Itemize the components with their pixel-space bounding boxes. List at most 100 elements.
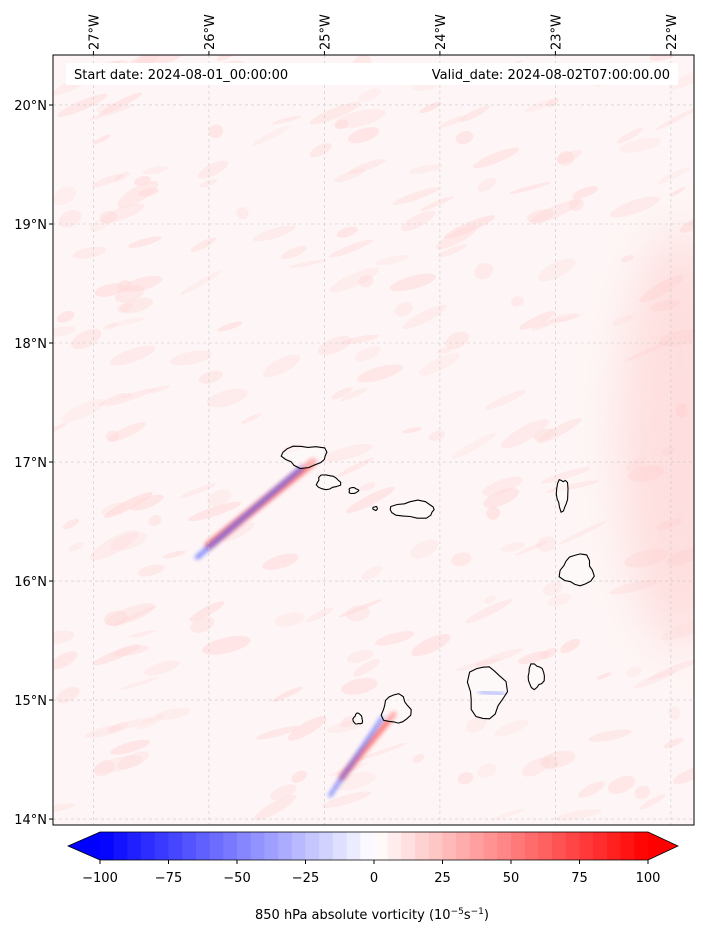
colorbar-segment [552,832,567,860]
vorticity-blotch [254,794,297,821]
colorbar-segment [524,832,539,860]
colorbar-tick-label: 75 [571,871,588,886]
vorticity-blotch [309,143,332,158]
vorticity-blotch [334,119,349,130]
colorbar-segment [332,832,348,860]
vorticity-blotch [108,422,146,442]
vorticity-blotch [540,750,576,769]
vorticity-blotch [547,593,572,607]
vorticity-blotch [62,518,80,530]
colorbar-segment [511,832,526,860]
vorticity-blotch [347,127,380,144]
vorticity-blotch [408,164,443,174]
vorticity-blotch [445,331,469,350]
colorbar-segment [141,832,156,860]
vorticity-blotch [569,197,584,212]
vorticity-blotch [668,706,681,720]
vorticity-blotch [113,645,150,657]
vorticity-blotch [94,755,144,774]
vorticity-blotch [155,707,190,720]
island-santiago [466,666,509,720]
colorbar-segment [483,832,498,860]
vorticity-blotch [474,262,494,280]
vorticity-blotch [546,97,559,107]
vorticity-blotch [112,605,158,627]
vorticity-blotch [531,314,583,329]
vorticity-blotch [521,757,551,777]
vorticity-blotch [163,550,186,559]
vorticity-blotch [556,149,583,164]
vorticity-blotch [519,311,556,330]
vorticity-blotch [543,756,559,770]
start-date-label: Start date: 2024-08-01_00:00:00 [74,68,288,83]
lat-tick-label: 14°N [14,813,47,828]
vorticity-blotch [647,659,694,681]
vorticity-blotch [236,207,249,220]
vorticity-blotch [306,607,334,623]
colorbar-tick-label: 25 [434,871,451,886]
vorticity-blotch [105,430,119,442]
vorticity-blotch [334,108,386,129]
vorticity-blotch [459,105,490,123]
colorbar-extend-high [648,832,678,860]
colorbar-tick-label: −100 [82,871,118,886]
vorticity-blotch [222,522,255,542]
vorticity-blotch [374,631,415,646]
vorticity-blotch [560,638,581,654]
vorticity-blotch [252,125,290,146]
vorticity-blotch [559,521,607,545]
vorticity-blotch [90,530,139,561]
vorticity-blotch [105,603,155,626]
colorbar-segment [579,832,594,860]
vorticity-blotch [466,716,487,733]
vorticity-blotch [101,203,145,223]
vorticity-blotch [402,427,422,434]
colorbar-segment [360,832,375,860]
vorticity-blotch [309,101,361,125]
vorticity-blotch [477,763,497,778]
vorticity-blotch [356,742,408,761]
vorticity-blotch [527,208,554,223]
vorticity-blotch [120,392,133,399]
header-box [66,63,678,85]
vorticity-blotch [291,770,307,783]
colorbar-segment [250,832,265,860]
vorticity-blotch [107,722,129,734]
vorticity-blotch [451,552,472,567]
vorticity-blotch [473,147,520,169]
vorticity-blotch [341,677,378,695]
vorticity-blotch [649,55,675,61]
vorticity-blotch [483,488,520,508]
vorticity-blotch [119,297,153,314]
vorticity-blotch [53,326,77,338]
vorticity-blotch [108,717,157,731]
vorticity-blotch [99,92,143,116]
colorbar-tick-label: −75 [155,871,182,886]
vorticity-blotch [353,659,380,677]
vorticity-blotch [607,775,636,794]
vorticity-blotch [529,199,581,224]
colorbar-segment [374,832,389,860]
vorticity-blotch [68,542,85,552]
vorticity-blotch [428,430,445,442]
vorticity-blotch [253,225,296,242]
eastern-positive-vorticity-area [620,230,694,650]
vorticity-blotch [475,648,524,667]
colorbar-segment [634,832,649,860]
vorticity-blotch [103,322,118,331]
vorticity-blotch [634,785,651,800]
vorticity-blotch [281,245,307,260]
colorbar-segment [209,832,224,860]
vorticity-blotch [611,314,634,326]
vorticity-blotch [596,672,612,680]
vorticity-blotch [437,244,467,258]
vorticity-blotch [53,803,75,814]
vorticity-blotch [359,482,376,492]
island-wake-vorticity [194,458,518,798]
vorticity-blotch [616,127,644,144]
vorticity-blotch [358,274,374,288]
vorticity-blotch [56,686,80,704]
vorticity-blotch [262,354,301,378]
vorticity-blotch [170,350,212,366]
